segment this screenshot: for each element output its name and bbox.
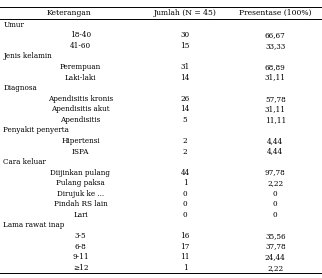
Text: Hipertensi: Hipertensi	[61, 137, 100, 145]
Text: 97,78: 97,78	[265, 169, 286, 177]
Text: 15: 15	[180, 42, 190, 50]
Text: Apendisitis: Apendisitis	[61, 116, 100, 124]
Text: 11: 11	[180, 253, 190, 261]
Text: 26: 26	[181, 95, 190, 103]
Text: 57,78: 57,78	[265, 95, 286, 103]
Text: 4,44: 4,44	[267, 137, 283, 145]
Text: 16: 16	[180, 232, 190, 240]
Text: Diagnosa: Diagnosa	[3, 84, 37, 92]
Text: 31,11: 31,11	[265, 105, 286, 113]
Text: 18-40: 18-40	[70, 31, 91, 39]
Text: 4,44: 4,44	[267, 148, 283, 155]
Text: 2: 2	[183, 137, 187, 145]
Text: 14: 14	[180, 105, 190, 113]
Text: 14: 14	[180, 74, 190, 81]
Text: 0: 0	[183, 190, 187, 198]
Text: 33,33: 33,33	[265, 42, 285, 50]
Text: Diijinkan pulang: Diijinkan pulang	[51, 169, 110, 177]
Text: 31,11: 31,11	[265, 74, 286, 81]
Text: 41-60: 41-60	[70, 42, 91, 50]
Text: 68,89: 68,89	[265, 63, 286, 71]
Text: 1: 1	[183, 179, 187, 187]
Text: Pulang paksa: Pulang paksa	[56, 179, 105, 187]
Text: Presentase (100%): Presentase (100%)	[239, 9, 312, 17]
Text: 37,78: 37,78	[265, 243, 286, 250]
Text: Dirujuk ke ...: Dirujuk ke ...	[57, 190, 104, 198]
Text: 2: 2	[183, 148, 187, 155]
Text: 66,67: 66,67	[265, 31, 286, 39]
Text: 0: 0	[183, 200, 187, 208]
Text: 24,44: 24,44	[265, 253, 286, 261]
Text: 5: 5	[183, 116, 187, 124]
Text: Perempuan: Perempuan	[60, 63, 101, 71]
Text: Apendisitis akut: Apendisitis akut	[51, 105, 110, 113]
Text: 3-5: 3-5	[75, 232, 86, 240]
Text: 1: 1	[183, 264, 187, 272]
Text: Keterangan: Keterangan	[47, 9, 91, 17]
Text: 2,22: 2,22	[267, 264, 283, 272]
Text: Lari: Lari	[73, 211, 88, 219]
Text: Pindah RS lain: Pindah RS lain	[54, 200, 107, 208]
Text: 9-11: 9-11	[72, 253, 89, 261]
Text: 17: 17	[180, 243, 190, 250]
Text: Lama rawat inap: Lama rawat inap	[3, 222, 65, 229]
Text: 0: 0	[273, 190, 278, 198]
Text: ≥12: ≥12	[73, 264, 88, 272]
Text: Penyakit penyerta: Penyakit penyerta	[3, 126, 69, 134]
Text: Laki-laki: Laki-laki	[65, 74, 96, 81]
Text: 0: 0	[183, 211, 187, 219]
Text: Apendisitis kronis: Apendisitis kronis	[48, 95, 113, 103]
Text: 2,22: 2,22	[267, 179, 283, 187]
Text: Umur: Umur	[3, 21, 24, 29]
Text: Cara keluar: Cara keluar	[3, 158, 46, 166]
Text: 6-8: 6-8	[75, 243, 86, 250]
Text: 44: 44	[181, 169, 190, 177]
Text: 0: 0	[273, 200, 278, 208]
Text: 35,56: 35,56	[265, 232, 286, 240]
Text: Jenis kelamin: Jenis kelamin	[3, 53, 52, 60]
Text: ISPA: ISPA	[72, 148, 89, 155]
Text: 30: 30	[181, 31, 190, 39]
Text: 11,11: 11,11	[265, 116, 286, 124]
Text: 0: 0	[273, 211, 278, 219]
Text: 31: 31	[181, 63, 190, 71]
Text: Jumlah (N = 45): Jumlah (N = 45)	[154, 9, 217, 17]
